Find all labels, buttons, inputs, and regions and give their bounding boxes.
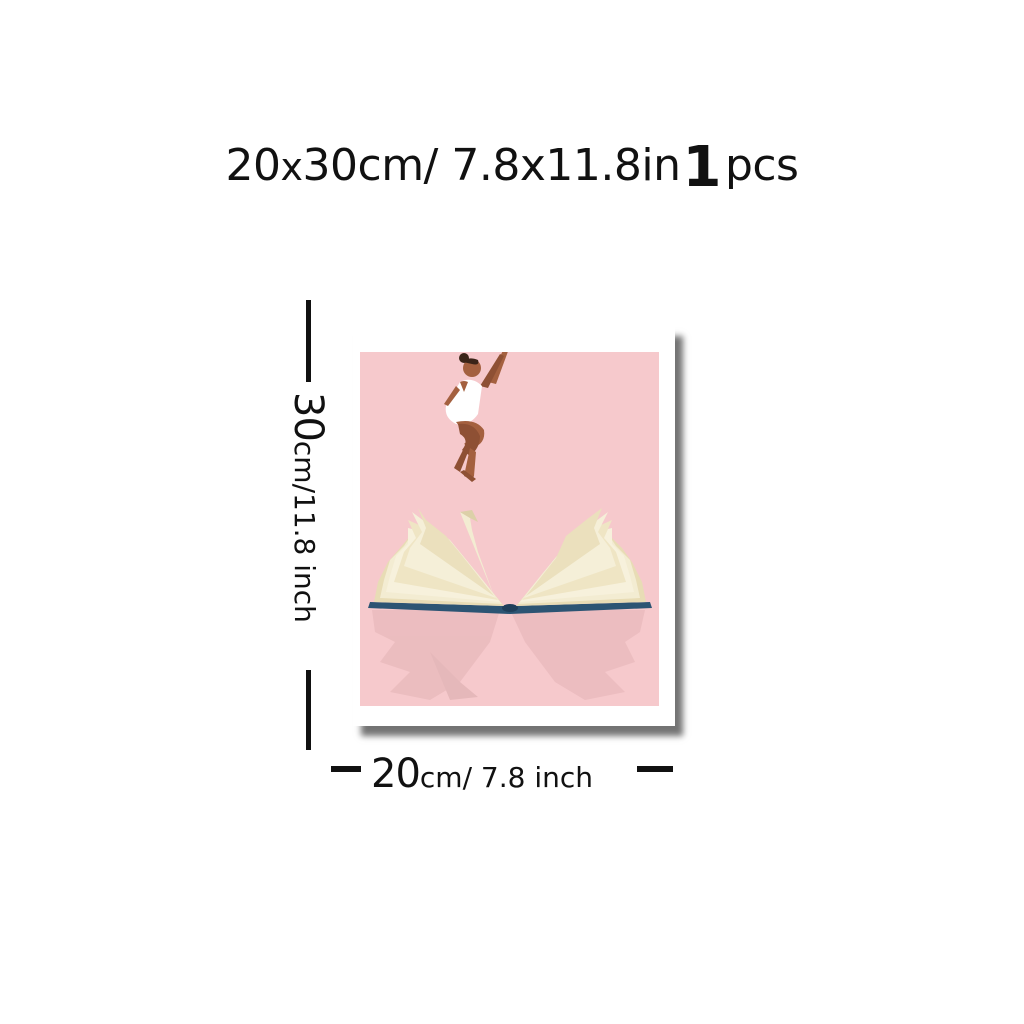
width-unit: cm/ 7.8 inch	[419, 761, 594, 794]
headline-width-value: 20	[225, 140, 282, 191]
poster-artwork	[360, 352, 659, 706]
headline-quantity-unit: pcs	[724, 140, 799, 191]
width-value: 20	[371, 751, 421, 797]
height-dimension-line-top	[306, 300, 311, 382]
height-dimension-label: 30cm/11.8 inch	[285, 392, 331, 652]
headline-size-text: 30cm/ 7.8x11.8in	[302, 140, 681, 191]
width-dimension-line-right	[637, 766, 673, 772]
height-dimension-line-bottom	[306, 670, 311, 750]
height-unit: cm/11.8 inch	[288, 440, 321, 623]
width-dimension-line-left	[331, 766, 361, 772]
height-value: 30	[285, 392, 331, 441]
jumping-girl-illustration	[444, 352, 508, 482]
size-quantity-headline: 20x30cm/ 7.8x11.8in1pcs	[0, 138, 1024, 196]
book-reflection	[372, 610, 645, 700]
headline-quantity-number: 1	[682, 135, 721, 200]
poster-print	[353, 326, 675, 726]
open-book	[368, 508, 652, 614]
headline-times-sign: x	[280, 145, 304, 189]
width-dimension-label: 20cm/ 7.8 inch	[371, 750, 593, 806]
